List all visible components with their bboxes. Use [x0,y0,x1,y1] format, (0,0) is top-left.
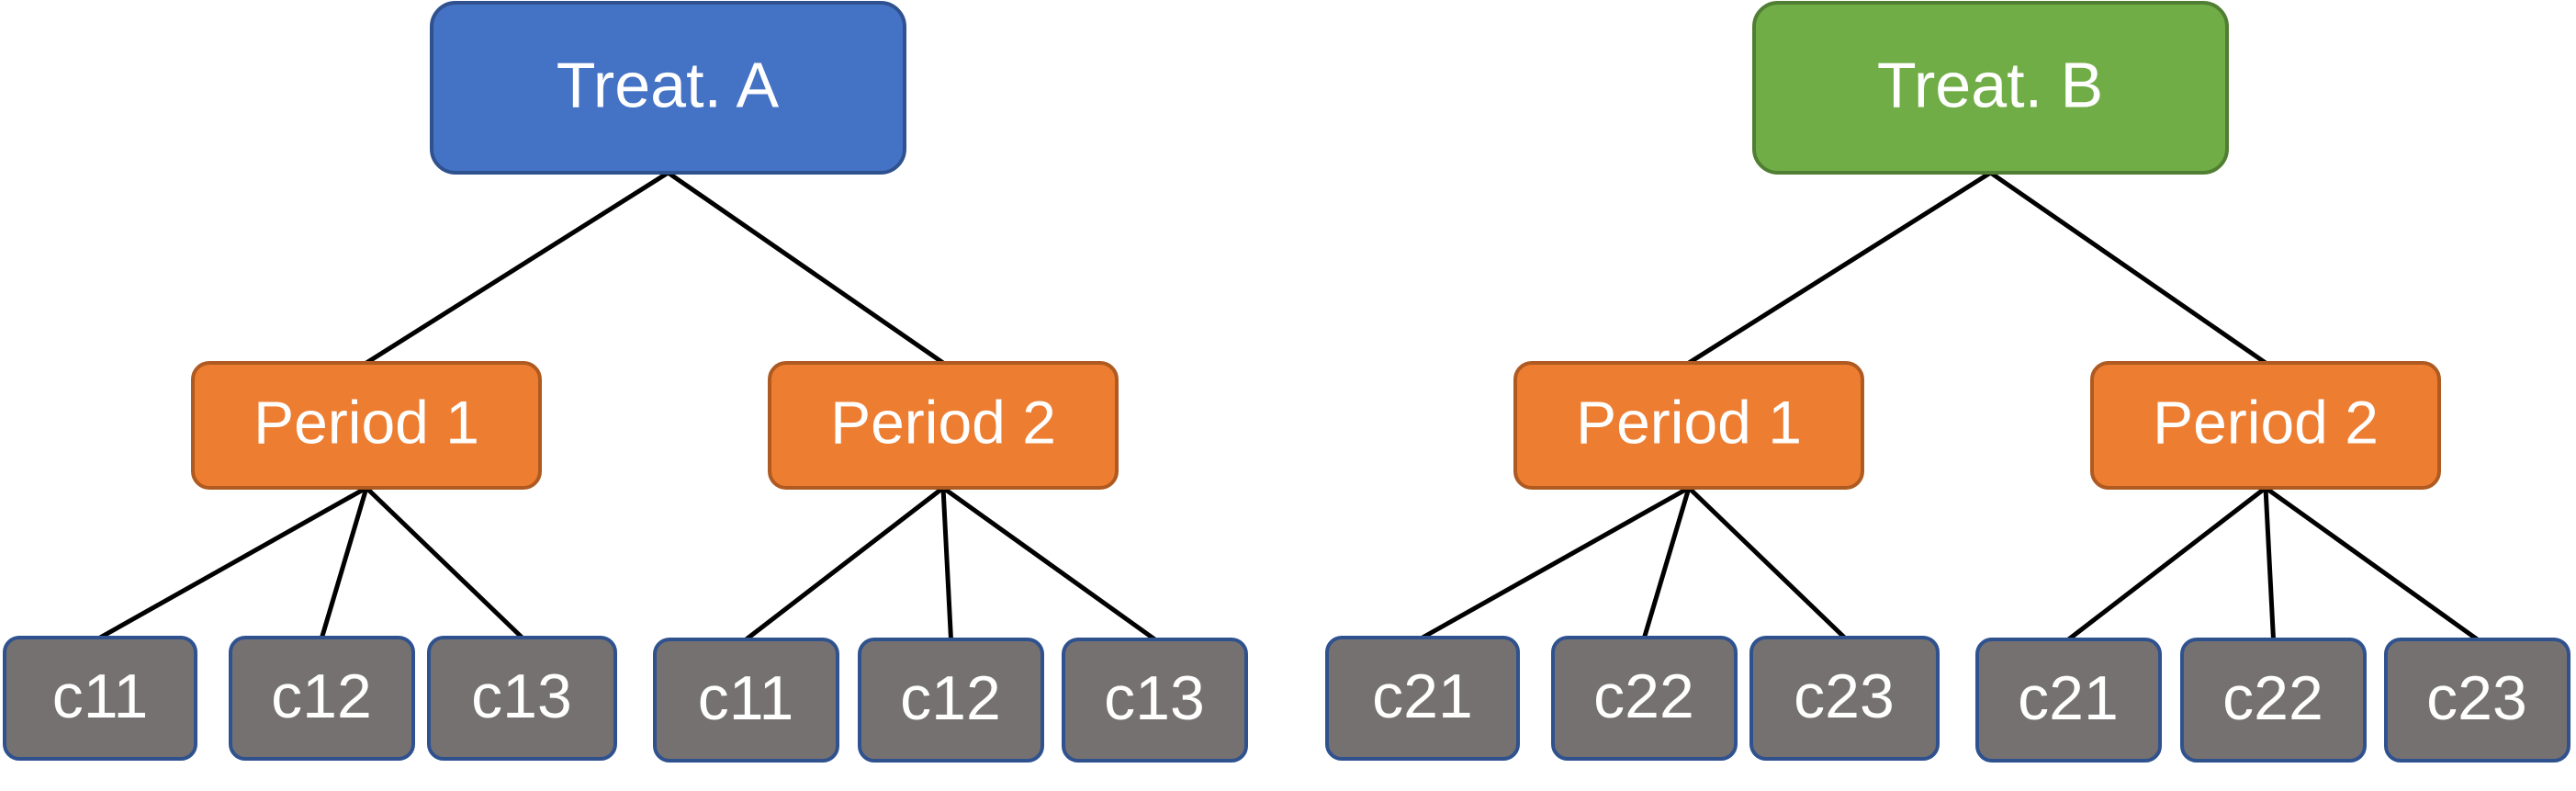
edge-b2-cell3 [2264,485,2479,642]
treatment-node-b: Treat. B [1752,1,2229,175]
period-b2-box [2090,361,2441,490]
cell-b1-1-label: c21 [1372,661,1473,731]
edge-b1-cell2 [1642,487,1692,638]
edge-a1-cell2 [320,487,369,638]
cell-b2-3-label: c23 [2426,663,2527,733]
cell-a1-1-box [3,636,197,761]
edge-a2-cell3 [941,485,1156,642]
period-a1-label: Period 1 [253,388,479,456]
cell-node-b2-2: c22 [2180,638,2367,763]
cell-a2-2-label: c12 [900,663,1001,733]
edge-b1-cell3 [1687,486,1847,639]
cell-a2-3-box [1062,638,1248,763]
cell-b2-2-box [2180,638,2367,763]
cell-b1-2-label: c22 [1593,661,1694,731]
cell-b1-3-box [1749,636,1940,761]
edge-a1-cell3 [365,486,524,639]
cell-a1-2-box [229,636,415,761]
cell-b2-3-box [2384,638,2570,763]
cell-node-a2-2: c12 [858,638,1044,763]
edge-a2-cell1 [744,486,945,641]
cell-node-a1-2: c12 [229,636,415,761]
cell-b2-2-label: c22 [2222,663,2323,733]
treatment-b-box [1752,1,2229,175]
cell-b1-2-box [1551,636,1738,761]
cell-a1-1-label: c11 [52,661,149,731]
edge-a-period1 [365,170,669,366]
cell-node-b2-3: c23 [2384,638,2570,763]
cell-b1-1-box [1325,636,1520,761]
edge-a2-cell2 [940,487,953,640]
period-b1-label: Period 1 [1576,388,1802,456]
cell-a1-3-box [427,636,617,761]
cell-node-b1-2: c22 [1551,636,1738,761]
treatment-b-label: Treat. B [1877,49,2103,120]
tree-treat-b: Treat. B Period 1 Period 2 c21 c22 c23 c… [1325,1,2570,763]
period-b1-box [1513,361,1864,490]
period-node-b1: Period 1 [1513,361,1864,490]
cell-a1-3-label: c13 [471,661,572,731]
period-node-b2: Period 2 [2090,361,2441,490]
cell-a2-1-box [653,638,839,763]
edges-layer [98,170,2479,642]
edge-a1-cell1 [98,485,368,640]
tree-treat-a: Treat. A Period 1 Period 2 c11 c12 c13 c… [3,1,1248,763]
cell-node-a2-1: c11 [653,638,839,763]
cell-b2-1-box [1975,638,2162,763]
cell-node-a1-1: c11 [3,636,197,761]
period-b2-label: Period 2 [2153,388,2379,456]
cell-a2-2-box [858,638,1044,763]
cell-b2-1-label: c21 [2018,663,2119,733]
treatment-node-a: Treat. A [430,1,906,175]
edge-b2-cell2 [2263,487,2276,640]
cell-a2-3-label: c13 [1104,663,1205,733]
cell-a1-2-label: c12 [271,661,372,731]
period-node-a2: Period 2 [768,361,1119,490]
period-a1-box [191,361,542,490]
edge-b1-cell1 [1421,485,1691,640]
edge-b-period1 [1687,170,1992,366]
cell-node-a1-3: c13 [427,636,617,761]
treatment-a-label: Treat. A [557,49,780,120]
period-a2-box [768,361,1119,490]
cell-node-a2-3: c13 [1062,638,1248,763]
cell-node-b2-1: c21 [1975,638,2162,763]
edge-b-period2 [1989,170,2267,366]
period-a2-label: Period 2 [830,388,1056,456]
period-node-a1: Period 1 [191,361,542,490]
treatment-a-box [430,1,906,175]
edge-a-period2 [667,170,945,366]
cell-a2-1-label: c11 [698,663,794,733]
edge-b2-cell1 [2066,486,2267,641]
cell-node-b1-1: c21 [1325,636,1520,761]
cell-b1-3-label: c23 [1794,661,1895,731]
cell-node-b1-3: c23 [1749,636,1940,761]
